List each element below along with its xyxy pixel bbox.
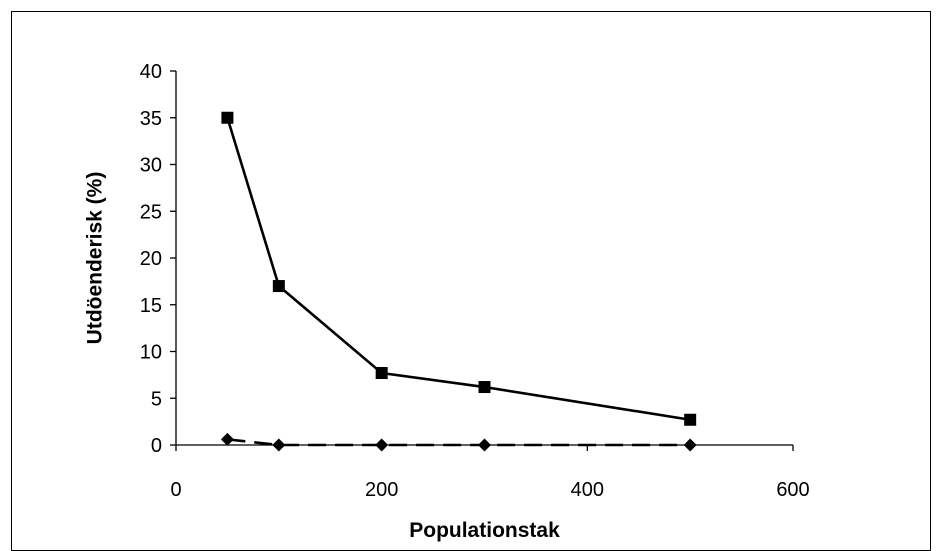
diamond-point xyxy=(683,438,697,452)
y-tick-label: 25 xyxy=(140,201,162,223)
y-tick-label: 40 xyxy=(140,61,162,83)
square-point xyxy=(478,381,491,394)
square-point xyxy=(684,413,697,426)
x-tick-label: 400 xyxy=(571,479,604,501)
square-point xyxy=(272,280,285,293)
series-2 xyxy=(220,432,697,452)
y-tick-label: 20 xyxy=(140,248,162,270)
x-tick-label: 0 xyxy=(170,479,181,501)
y-tick-label: 30 xyxy=(140,155,162,177)
series-1 xyxy=(221,111,697,426)
y-tick-label: 10 xyxy=(140,342,162,364)
x-tick-label: 200 xyxy=(365,479,398,501)
y-tick-label: 15 xyxy=(140,295,162,317)
diamond-point xyxy=(478,438,491,452)
x-axis-title: Populationstak xyxy=(409,519,560,542)
square-point xyxy=(221,111,234,124)
y-axis: 0 5 10 15 20 25 30 35 40 xyxy=(140,61,177,457)
x-axis: 0 200 400 600 xyxy=(170,444,810,501)
diamond-point xyxy=(220,432,234,446)
y-tick-label: 35 xyxy=(140,108,162,130)
series-1-line xyxy=(226,117,691,422)
diamond-point xyxy=(375,438,389,452)
y-tick-label: 0 xyxy=(151,435,162,457)
diamond-point xyxy=(272,438,286,452)
series-2-line xyxy=(227,438,691,447)
x-tick-label: 600 xyxy=(776,479,809,501)
square-point xyxy=(375,367,388,380)
y-axis-title: Utdöenderisk (%) xyxy=(84,172,107,345)
y-tick-label: 5 xyxy=(151,388,162,410)
series-layer xyxy=(220,111,697,452)
